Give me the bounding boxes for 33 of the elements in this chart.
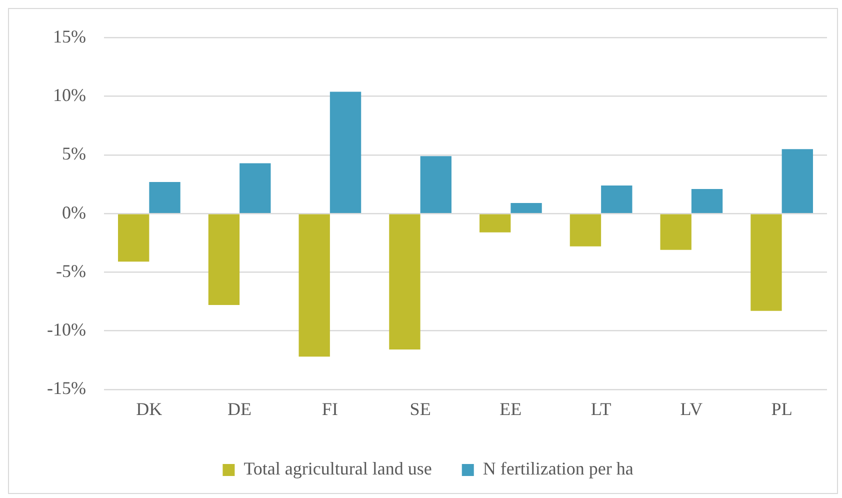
bar [601, 185, 632, 213]
bar [149, 182, 180, 213]
legend-label: Total agricultural land use [244, 458, 432, 479]
x-tick-label: SE [410, 398, 431, 419]
x-tick-label: DE [228, 398, 252, 419]
bar [298, 214, 330, 357]
bar [389, 214, 420, 350]
bar [691, 188, 723, 213]
y-tick-label: 0% [62, 202, 86, 222]
bar [330, 92, 362, 213]
y-tick-label: -15% [46, 378, 86, 398]
x-tick-label: DK [136, 398, 162, 419]
bar [510, 203, 542, 213]
x-tick-label: LT [590, 398, 612, 419]
bar [208, 214, 240, 306]
x-tick-label: FI [322, 398, 338, 419]
y-tick-label: 10% [52, 85, 86, 106]
bar [480, 214, 511, 232]
bar [118, 214, 150, 262]
y-tick-label: 5% [62, 144, 86, 164]
bar [660, 214, 692, 250]
x-tick-label: PL [771, 398, 792, 419]
bar [420, 156, 452, 213]
bar [750, 214, 782, 311]
bar [240, 163, 271, 213]
bar [782, 149, 813, 213]
y-tick-label: -10% [46, 320, 86, 340]
x-tick-label: EE [500, 398, 522, 419]
legend-label: N fertilization per ha [482, 458, 634, 479]
y-tick-label: 15% [52, 26, 86, 47]
bar [570, 214, 602, 246]
x-tick-label: LV [680, 398, 703, 419]
y-tick-label: -5% [56, 260, 86, 281]
